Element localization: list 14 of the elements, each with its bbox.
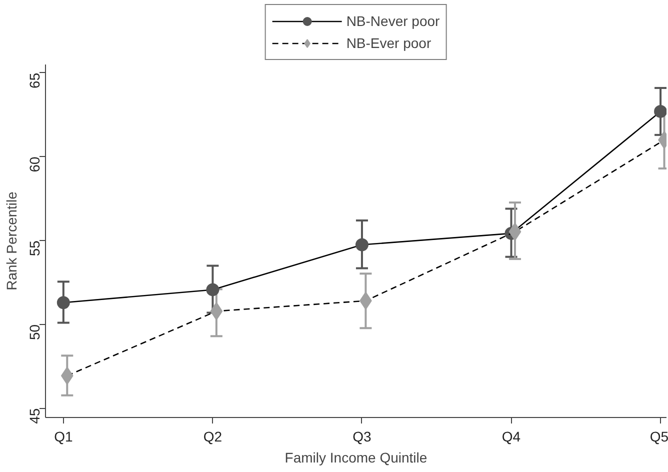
- y-tick-label: 60: [26, 156, 42, 172]
- x-axis-title: Family Income Quintile: [284, 450, 428, 466]
- y-tick-label: 45: [26, 408, 42, 424]
- y-tick-label: 50: [26, 324, 42, 340]
- x-tick-label: Q3: [352, 428, 372, 444]
- x-tick-label: Q1: [54, 428, 73, 444]
- x-tick-label: Q4: [502, 428, 521, 444]
- legend-label: NB-Never poor: [346, 13, 440, 29]
- x-tick-label: Q5: [650, 428, 668, 444]
- y-axis-title: Rank Percentile: [4, 191, 20, 290]
- y-tick-label: 55: [26, 240, 42, 256]
- y-tick-label: 65: [26, 72, 42, 88]
- x-tick-label: Q2: [203, 428, 222, 444]
- legend-label: NB-Ever poor: [346, 35, 432, 51]
